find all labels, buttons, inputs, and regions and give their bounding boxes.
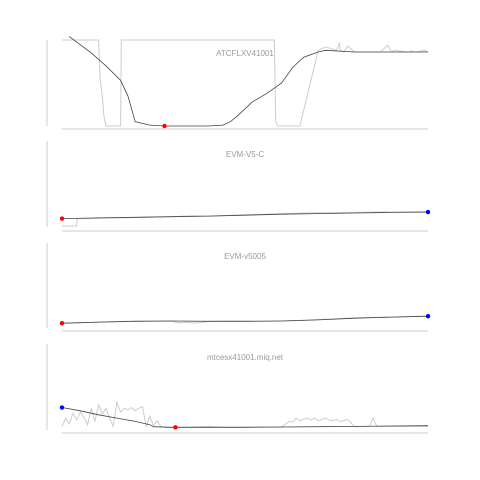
trend-series-line-4 [61,407,429,428]
raw-series-line-1 [62,39,429,127]
min-point-marker-3 [59,321,65,326]
panel-title-1: ATCFLXV41001 [216,49,274,58]
min-point-marker-2 [59,216,65,221]
panel-title-3: EVM-v5005 [224,252,266,261]
panel-title-2: EVM-V5-C [226,150,264,159]
max-point-marker-2 [425,209,431,215]
trend-series-line-3 [61,315,429,324]
raw-series-line-2 [62,210,429,227]
min-point-marker-4 [173,425,178,430]
min-point-marker-1 [162,123,167,129]
max-point-marker-3 [425,314,431,319]
panel-title-4: mtcesx41001.miq.net [207,353,284,362]
trend-series-line-2 [61,211,429,219]
max-point-marker-4 [59,405,65,410]
raw-series-line-4 [61,400,428,429]
trend-series-line-1 [69,36,428,127]
